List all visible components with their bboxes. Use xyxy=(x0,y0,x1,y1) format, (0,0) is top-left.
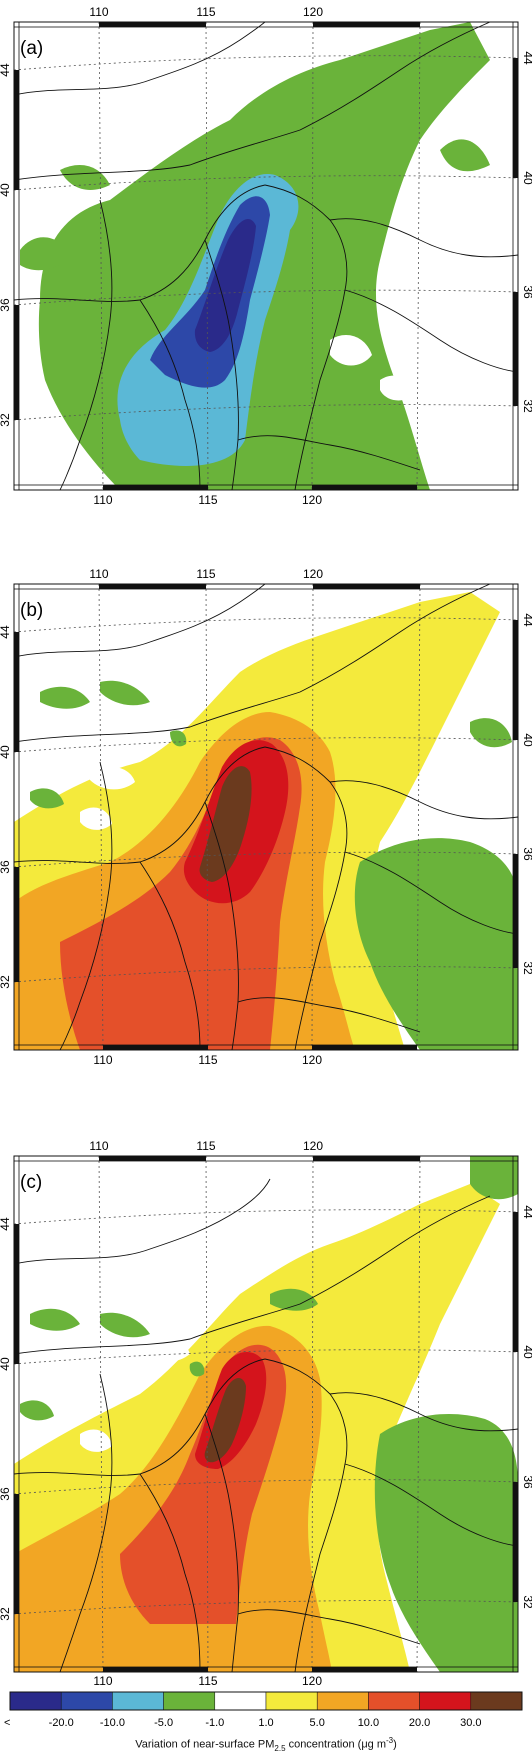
map-panel-c: (c) 110 115 120 110 115 120 44 40 36 32 … xyxy=(0,1134,532,1688)
pm-change-field-green xyxy=(354,838,518,1050)
lon-tick-bottom-120: 120 xyxy=(302,1674,322,1688)
map-panel-a: (a) 110 115 120 110 115 120 44 40 36 32 … xyxy=(0,0,532,510)
colorbar-bin xyxy=(9,1691,62,1711)
map-panel-b: (b) 110 115 120 110 115 120 44 40 36 32 … xyxy=(0,562,532,1082)
pm-change-field-brown xyxy=(204,1378,246,1463)
lat-tick-left-44: 44 xyxy=(0,63,12,77)
lat-tick-left-44: 44 xyxy=(0,1217,12,1231)
lat-tick-left-36: 36 xyxy=(0,1487,12,1501)
lat-tick-left-40: 40 xyxy=(0,1357,12,1371)
lon-tick-top-115: 115 xyxy=(196,1139,215,1153)
colorbar-bin xyxy=(60,1691,113,1711)
lon-tick-bottom-115: 115 xyxy=(198,1053,217,1067)
lon-tick-top-115: 115 xyxy=(196,5,215,19)
panel-label: (a) xyxy=(20,38,43,59)
colorbar-bin xyxy=(214,1691,267,1711)
colorbar-threshold-label: 10.0 xyxy=(358,1717,379,1729)
lat-tick-right-44: 44 xyxy=(521,613,532,627)
colorbar-bin xyxy=(470,1691,523,1711)
lon-tick-top-115: 115 xyxy=(196,567,215,581)
colorbar-title: Variation of near-surface PM2.5 concentr… xyxy=(135,1736,397,1753)
lat-tick-right-32: 32 xyxy=(521,399,532,413)
lon-tick-top-110: 110 xyxy=(89,1139,108,1153)
lat-tick-right-32: 32 xyxy=(521,961,532,975)
panel-label: (b) xyxy=(20,600,43,621)
lat-tick-right-40: 40 xyxy=(521,733,532,747)
lat-tick-right-36: 36 xyxy=(521,847,532,861)
lat-tick-right-40: 40 xyxy=(521,171,532,185)
lon-tick-top-120: 120 xyxy=(303,5,323,19)
colorbar-threshold-label: 5.0 xyxy=(310,1717,325,1729)
colorbar-threshold-label: 20.0 xyxy=(409,1717,430,1729)
colorbar: < -20.0 -10.0 -5.0 -1.0 1.0 5.0 10.0 20.0 30.0 xyxy=(4,1691,523,1729)
lat-tick-right-36: 36 xyxy=(521,285,532,299)
map-b-svg: (b) 110 115 120 110 115 120 44 40 36 32 … xyxy=(0,567,532,1067)
colorbar-threshold-label: -1.0 xyxy=(205,1717,224,1729)
lat-tick-left-44: 44 xyxy=(0,625,12,639)
colorbar-bin xyxy=(265,1691,318,1711)
colorbar-threshold-label: -10.0 xyxy=(100,1717,125,1729)
pm-change-field-brown xyxy=(199,766,252,882)
lon-tick-bottom-110: 110 xyxy=(93,493,112,507)
map-a-svg: (a) 110 115 120 110 115 120 44 40 36 32 … xyxy=(0,5,532,507)
colorbar-legend: < -20.0 -10.0 -5.0 -1.0 1.0 5.0 10.0 20.0 30.0 Va… xyxy=(0,1688,532,1759)
lon-tick-top-120: 120 xyxy=(303,567,323,581)
map-c-svg: (c) 110 115 120 110 115 120 44 40 36 32 … xyxy=(0,1139,532,1688)
colorbar-bin xyxy=(316,1691,369,1711)
colorbar-bin xyxy=(163,1691,216,1711)
panel-label: (c) xyxy=(20,1172,42,1193)
lon-tick-bottom-110: 110 xyxy=(93,1053,112,1067)
lon-tick-bottom-110: 110 xyxy=(93,1674,112,1688)
lon-tick-bottom-115: 115 xyxy=(198,1674,217,1688)
pm-change-field-green xyxy=(374,1414,518,1672)
colorbar-bin xyxy=(419,1691,472,1711)
lat-tick-left-32: 32 xyxy=(0,975,12,989)
lon-tick-top-110: 110 xyxy=(89,5,108,19)
lat-tick-left-36: 36 xyxy=(0,298,12,312)
lat-tick-left-40: 40 xyxy=(0,745,12,759)
lat-tick-left-32: 32 xyxy=(0,413,12,427)
lat-tick-right-44: 44 xyxy=(521,1205,532,1219)
lon-tick-top-110: 110 xyxy=(89,567,108,581)
colorbar-threshold-label: -5.0 xyxy=(154,1717,173,1729)
lat-tick-right-44: 44 xyxy=(521,51,532,65)
lat-tick-right-36: 36 xyxy=(521,1475,532,1489)
lon-tick-bottom-120: 120 xyxy=(302,1053,322,1067)
colorbar-threshold-label: -20.0 xyxy=(49,1717,74,1729)
colorbar-threshold-label: 1.0 xyxy=(258,1717,273,1729)
lon-tick-top-120: 120 xyxy=(303,1139,323,1153)
colorbar-lower-arrow: < xyxy=(4,1717,10,1729)
lat-tick-right-40: 40 xyxy=(521,1345,532,1359)
lon-tick-bottom-115: 115 xyxy=(198,493,217,507)
lat-tick-left-32: 32 xyxy=(0,1607,12,1621)
lat-tick-left-40: 40 xyxy=(0,183,12,197)
pm-change-field-darkblue xyxy=(194,218,256,352)
colorbar-threshold-label: 30.0 xyxy=(460,1717,481,1729)
lat-tick-right-32: 32 xyxy=(521,1595,532,1609)
colorbar-bin xyxy=(112,1691,164,1711)
lat-tick-left-36: 36 xyxy=(0,860,12,874)
lon-tick-bottom-120: 120 xyxy=(302,493,322,507)
colorbar-bin xyxy=(368,1691,420,1711)
